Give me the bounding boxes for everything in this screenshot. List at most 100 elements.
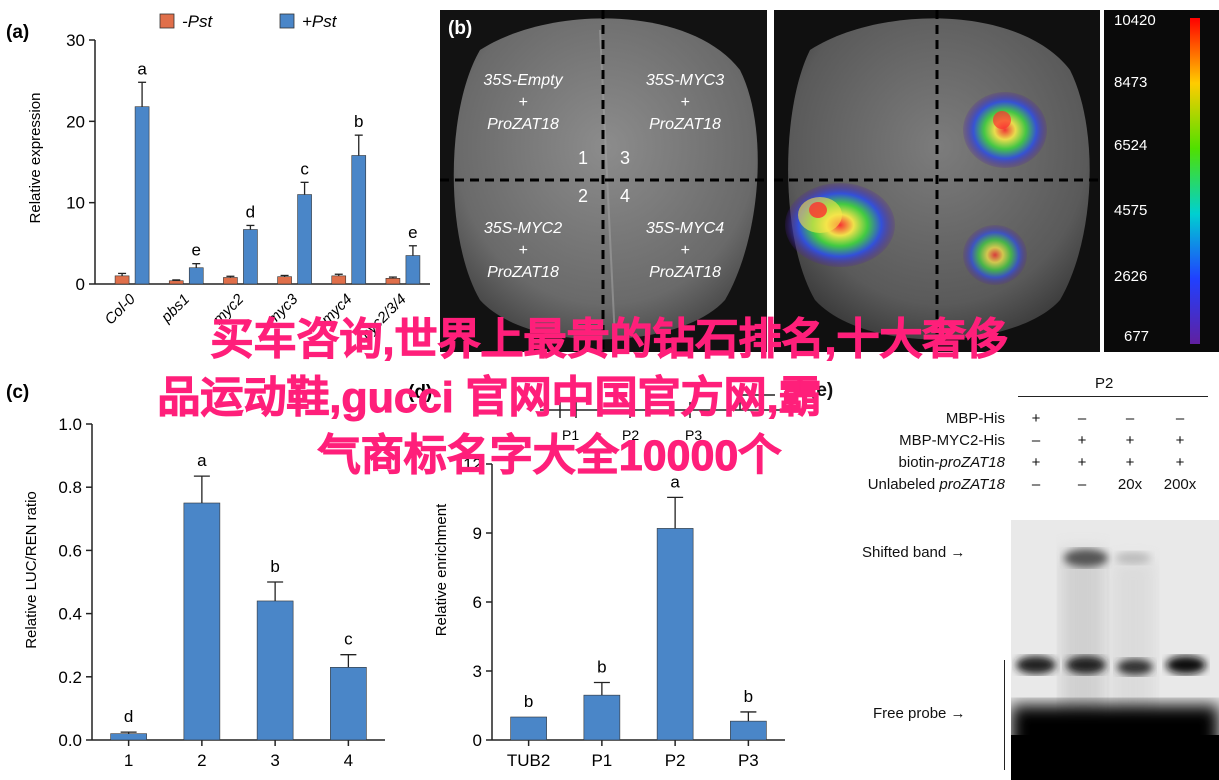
arrow-right-icon: → (950, 544, 966, 561)
legend-label: -Pst (182, 12, 214, 31)
y-tick-label: 0 (473, 731, 482, 750)
significance-letter: c (344, 630, 353, 649)
panel-d-bars: b b a b (510, 472, 767, 741)
panel-c-bars: d a b c (110, 451, 367, 741)
y-tick-label: 0.6 (58, 541, 82, 560)
colorbar-tick: 677 (1124, 328, 1150, 345)
condition-cell: 20x (1117, 476, 1143, 493)
colorbar-tick: 6524 (1114, 137, 1148, 154)
condition-row-label: MBP-His (945, 410, 1005, 427)
significance-letter: b (354, 112, 363, 131)
emsa-gel (1011, 520, 1219, 780)
promoter-label-p2: P2 (622, 427, 639, 443)
bar (351, 155, 367, 285)
bar (277, 276, 292, 285)
bar (405, 255, 421, 285)
quadrant-number-2: 2 (578, 186, 589, 206)
significance-letter: b (744, 687, 753, 706)
y-tick-label: 0.4 (58, 605, 82, 624)
panel-d-label: (d) (408, 382, 432, 403)
panel-e-emsa: (e) P2 MBP-His + – – – MBP-MYC2-His – + + + biotin… (800, 372, 1219, 780)
overlay-text-line-2: 品运动鞋,gucci 官网中国官方网,霸 (157, 374, 822, 423)
colorbar-tick: 4575 (1114, 202, 1148, 219)
promoter-label-p3: P3 (685, 427, 702, 443)
condition-cell: – (1031, 476, 1041, 493)
bar (256, 600, 294, 741)
bar (385, 278, 401, 285)
bar (331, 275, 347, 285)
legend-swatch (279, 13, 295, 29)
significance-letter: a (137, 59, 147, 78)
free-probe-bracket (1004, 660, 1005, 770)
bar (114, 275, 130, 285)
panel-a-label: (a) (6, 22, 29, 43)
bar (188, 267, 204, 285)
panel-d-chart: (d) P1 P2 P3 Relative enrichment 0 3 6 9 12 T… (408, 382, 785, 770)
free-probe-label: Free probe → (873, 705, 966, 722)
bar (134, 106, 150, 285)
bar (510, 716, 547, 741)
x-tick-label: 4 (344, 751, 353, 770)
condition-cell: + (1125, 432, 1135, 449)
emsa-gel-svg (1011, 520, 1219, 780)
panel-b-imaging: (b) 35S-Empty + ProZAT18 35S-MYC3 + ProZ… (440, 10, 1219, 352)
colorbar-tick: 8473 (1114, 74, 1148, 91)
x-tick-label: P3 (738, 751, 759, 770)
bar (730, 720, 767, 741)
significance-letter: d (246, 202, 255, 221)
x-tick-label: P2 (665, 751, 686, 770)
quadrant-label-2: 35S-MYC2 + ProZAT18 (483, 220, 563, 281)
y-tick-label: 10 (66, 194, 85, 213)
panel-a-chart: (a) -Pst +Pst Relative expression 0 10 20 30… (6, 12, 430, 346)
y-tick-label: 20 (66, 112, 85, 131)
panel-d-ylabel: Relative enrichment (433, 503, 450, 636)
y-tick-label: 1.0 (58, 415, 82, 434)
significance-letter: e (408, 223, 417, 242)
condition-cell: – (1031, 432, 1041, 449)
arrow-right-icon: → (950, 705, 966, 722)
y-tick-label: 0.2 (58, 668, 82, 687)
quadrant-label-4: 35S-MYC4 + ProZAT18 (645, 220, 725, 281)
bar (583, 694, 621, 741)
condition-cell: + (1175, 432, 1185, 449)
overlay-text-line-1: 买车咨询,世界上最贵的钻石排名,十大奢侈 (210, 316, 1009, 365)
significance-letter: b (270, 557, 279, 576)
condition-cell: + (1077, 454, 1087, 471)
bar (168, 280, 184, 285)
condition-cell: + (1077, 432, 1087, 449)
condition-cell: – (1077, 476, 1087, 493)
significance-letter: d (124, 707, 133, 726)
bar (330, 667, 367, 741)
condition-cell: + (1125, 454, 1135, 471)
panel-c-axes: 0.0 0.2 0.4 0.6 0.8 1.0 1 2 3 4 (58, 415, 385, 770)
panel-c-label: (c) (6, 382, 29, 403)
promoter-diagram (540, 394, 780, 418)
quadrant-label-3: 35S-MYC3 + ProZAT18 (645, 72, 725, 133)
condition-cell: 200x (1163, 476, 1197, 493)
shifted-band-label: Shifted band → (862, 544, 966, 561)
panel-e-header: P2 (1095, 375, 1114, 392)
colorbar-tick: 2626 (1114, 268, 1148, 285)
panel-e-label: (e) (810, 380, 834, 401)
y-tick-label: 30 (66, 31, 85, 50)
condition-row-label: Unlabeled proZAT18 (867, 476, 1005, 493)
y-tick-label: 3 (473, 662, 482, 681)
overlay-text-line-3: 气商标名字大全10000个 (317, 432, 782, 481)
condition-row-label: biotin-proZAT18 (898, 454, 1005, 471)
x-tick-label: P1 (591, 751, 612, 770)
significance-letter: a (670, 472, 680, 491)
condition-cell: + (1031, 454, 1041, 471)
condition-cell: + (1031, 410, 1041, 427)
significance-letter: e (192, 241, 201, 260)
panel-a-axes: 0 10 20 30 (66, 31, 430, 294)
bar (243, 229, 258, 285)
condition-cell: – (1077, 410, 1087, 427)
y-tick-label: 6 (473, 593, 482, 612)
panel-a-bars: a e d c b e (114, 59, 421, 285)
y-tick-label: 12 (463, 455, 482, 474)
quadrant-number-4: 4 (620, 186, 631, 206)
panel-b-svg (440, 10, 1219, 352)
bar (110, 733, 147, 741)
promoter-label-p1: P1 (562, 427, 579, 443)
bar (183, 502, 221, 741)
